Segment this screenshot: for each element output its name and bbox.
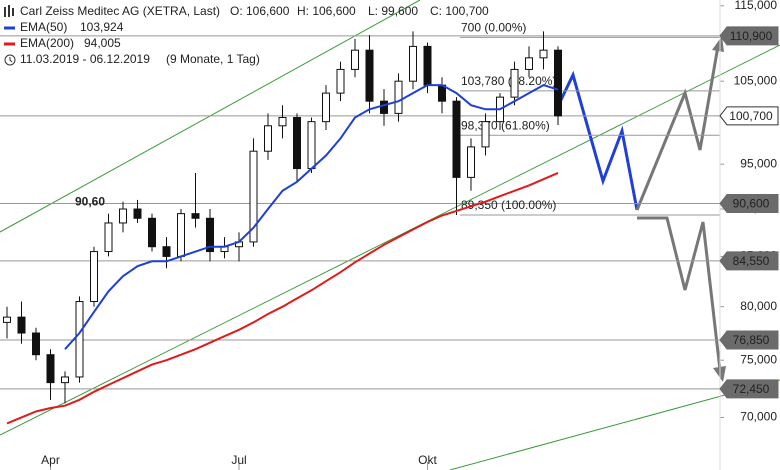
header: Carl Zeiss Meditec AG (XETRA, Last) O: 1… [4,4,489,66]
price-box [719,106,779,126]
y-tick-label: 70,000 [740,410,777,424]
candle-body [423,45,432,86]
quote: H: 106,600 [297,4,356,18]
candle-body [148,217,156,248]
arrow-head [712,36,724,52]
trend-channel-lower [0,44,780,436]
candle-body [75,301,84,378]
candle-body [365,49,374,102]
price-box [719,379,779,399]
price-box-label: 72,450 [733,382,770,396]
clock-icon [4,54,16,66]
candle-body [249,150,258,243]
candle-body [351,49,359,70]
price-box-label: 84,550 [733,254,770,268]
price-box-label: 100,700 [729,109,773,123]
quote: L: 99,600 [368,4,418,18]
projection-up [635,45,720,211]
legend-value: 94,005 [84,36,121,50]
icon [12,8,14,16]
candle-body [104,222,113,253]
price-box-label: 76,850 [733,333,770,347]
fib-label: 700 (0.00%) [461,21,526,35]
candle-body [278,117,287,127]
candle-body [525,57,533,70]
candle-body [293,117,301,170]
candle-body [467,146,475,178]
y-tick-label: 95,000 [740,156,777,170]
projection-blue [556,70,639,211]
candle-body [162,246,171,257]
candle-body [409,45,417,82]
y-tick-label: 80,000 [740,299,777,313]
price-box [719,251,779,271]
title: Carl Zeiss Meditec AG (XETRA, Last) [20,4,220,18]
x-tick-label: Jul [231,453,246,467]
legend-value: 103,924 [80,20,124,34]
candle-body [336,68,345,94]
price-box [719,330,779,350]
y-tick-label: 75,000 [740,352,777,366]
fib-label: 98,370 (61.80%) [461,118,550,132]
candle-body [510,68,519,98]
clock-icon [9,57,13,63]
candle-body [394,80,403,114]
candle-body [380,100,388,114]
candle-body [3,316,11,323]
candle-body [554,49,562,117]
period-note: (9 Monate, 1 Tag) [166,52,260,66]
price-box-label: 90,600 [733,197,770,211]
candle-body [119,208,127,224]
x-tick-label: Apr [41,453,60,467]
icon [4,7,6,17]
candle-body [264,125,272,152]
icon [8,5,10,17]
legend-name: EMA(50) [20,20,67,34]
candle-body [90,251,98,303]
y-tick-label: 105,000 [734,73,778,87]
candle-body [322,92,330,123]
ema-line [64,84,559,350]
candle-body [17,316,26,334]
x-tick-label: Okt [418,453,437,467]
fib-label: 103,780 (38.20%) [461,74,556,88]
candle-body [481,121,490,148]
candle-body [307,121,316,170]
projection-down [637,216,722,371]
candle-body [452,100,461,178]
candle-body [206,217,214,253]
period: 11.03.2019 - 06.12.2019 [20,52,150,66]
price-box [719,26,779,46]
candle-body [133,208,142,219]
price-box [719,194,779,214]
candle-body [539,49,548,59]
y-tick-label: 115,000 [735,0,778,12]
quote: O: 106,600 [230,4,290,18]
candle-body [46,354,55,384]
candle-body [191,213,200,219]
candle-body [177,213,185,257]
quote: C: 100,700 [430,4,489,18]
legend-name: EMA(200) [20,36,74,50]
candle-body [32,332,40,356]
price-box-label: 110,900 [730,29,773,43]
candle-body [61,376,69,384]
level-annotation: 90,60 [75,195,105,209]
ema-line [6,171,559,425]
